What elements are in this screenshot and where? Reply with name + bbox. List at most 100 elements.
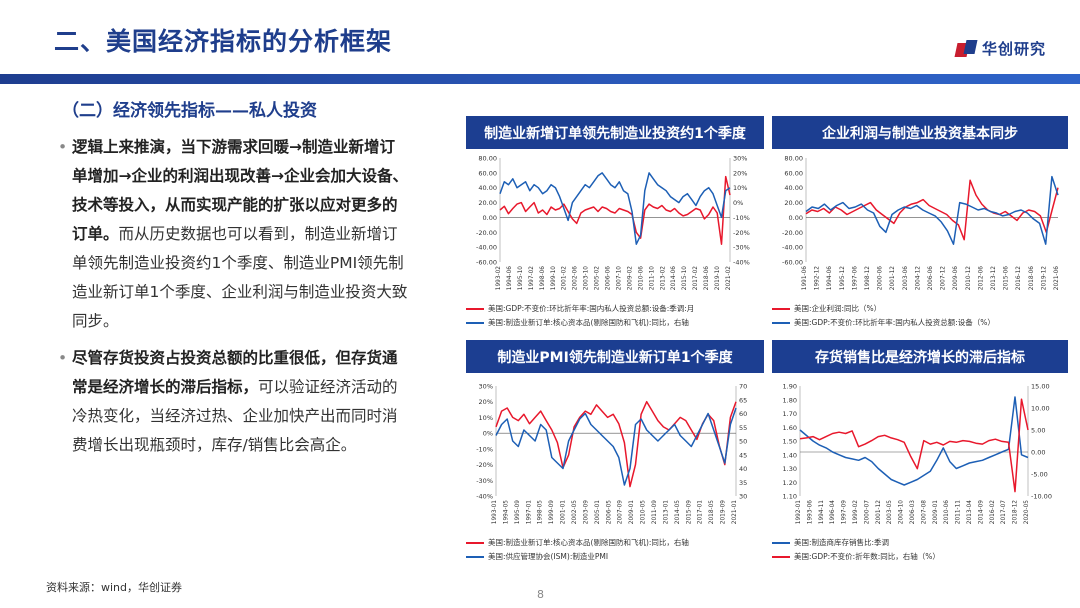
x-tick-label: 2017-01 bbox=[698, 500, 704, 525]
chart-legend: 美国:制造商库存销售比:季调 美国:GDP:不变价:折年数:同比，右轴（%） bbox=[772, 536, 940, 564]
x-tick-label: 2004-10 bbox=[899, 500, 905, 525]
series-line-red bbox=[495, 400, 737, 488]
legend-label: 美国:制造业新订单:核心资本品(剔除国防和飞机):同比，右轴 bbox=[488, 538, 689, 547]
x-tick-label: 1997-01 bbox=[526, 500, 532, 525]
right-tick-label: 15.00 bbox=[1031, 383, 1050, 391]
left-tick-label: 40.00 bbox=[784, 184, 803, 192]
legend-entry: 美国:GDP:不变价:环比折年率:国内私人投资总额:设备（%） bbox=[772, 316, 995, 330]
right-tick-label: 10% bbox=[733, 184, 747, 192]
legend-label: 美国:GDP:不变价:环比折年率:国内私人投资总额:设备（%） bbox=[794, 318, 995, 327]
x-tick-label: 2005-01 bbox=[595, 500, 601, 525]
bullet-normal-text: 可以验证经济活动的冷热变化，当经济过热、企业加快产出而同时消费增长出现瓶颈时，库… bbox=[72, 378, 398, 454]
x-tick-label: 2017-02 bbox=[693, 266, 699, 291]
left-tick-label: 1.70 bbox=[783, 410, 797, 418]
x-tick-label: 1992-12 bbox=[815, 266, 821, 291]
legend-label: 美国:GDP:不变价:环比折年率:国内私人投资总额:设备:季调:月 bbox=[488, 304, 695, 313]
x-tick-label: 2015-09 bbox=[686, 500, 692, 525]
x-tick-label: 1997-09 bbox=[842, 500, 848, 525]
x-tick-label: 2001-01 bbox=[561, 500, 567, 525]
legend-swatch-icon bbox=[466, 322, 484, 324]
x-tick-label: 1995-09 bbox=[515, 500, 521, 525]
chart-orders-vs-investment: 制造业新增订单领先制造业投资约1个季度 80.00 60.00 40.00 20.00… bbox=[466, 116, 764, 334]
chart-legend: 美国:企业利润:同比（%） 美国:GDP:不变价:环比折年率:国内私人投资总额:设… bbox=[772, 302, 995, 330]
chart-title: 制造业PMI领先制造业新订单1个季度 bbox=[466, 340, 764, 373]
legend-label: 美国:制造商库存销售比:季调 bbox=[794, 538, 890, 547]
left-tick-label: 40.00 bbox=[478, 184, 497, 192]
x-tick-label: 2007-12 bbox=[941, 266, 947, 291]
x-tick-label: 2006-03 bbox=[910, 500, 916, 525]
x-tick-label: 2014-09 bbox=[978, 500, 984, 525]
chart-plot: 30% 20% 10% 0% -10% -20% -30% -40% 70 65 60 55 50 45 4… bbox=[476, 383, 747, 525]
x-tick-label: 2007-08 bbox=[921, 500, 927, 525]
right-tick-label: -5.00 bbox=[1031, 471, 1048, 479]
x-tick-label: 2000-07 bbox=[864, 500, 870, 525]
x-tick-label: 1991-06 bbox=[802, 266, 808, 291]
chart-plot: 1.90 1.80 1.70 1.60 1.50 1.40 1.30 1.20 1.10 15.0… bbox=[783, 383, 1052, 525]
series-line-red bbox=[499, 175, 731, 245]
chart-inventory-sales: 存货销售比是经济增长的滞后指标 1.90 1.80 1.70 1.60 1.50 1.40… bbox=[772, 340, 1068, 572]
legend-entry: 美国:制造商库存销售比:季调 bbox=[772, 536, 940, 550]
legend-entry: 美国:企业利润:同比（%） bbox=[772, 302, 995, 316]
right-tick-label: 40 bbox=[739, 465, 747, 473]
x-tick-label: 1994-06 bbox=[507, 266, 513, 291]
legend-swatch-icon bbox=[772, 556, 790, 558]
x-tick-label: 2018-12 bbox=[1013, 500, 1019, 525]
left-tick-label: 60.00 bbox=[784, 169, 803, 177]
bullet-dot-icon: • bbox=[58, 138, 68, 156]
x-tick-label: 2018-05 bbox=[709, 500, 715, 525]
legend-entry: 美国:制造业新订单:核心资本品(剔除国防和飞机):同比，右轴 bbox=[466, 536, 689, 550]
right-tick-label: 60 bbox=[739, 410, 747, 418]
x-tick-label: 1995-10 bbox=[518, 266, 524, 291]
x-tick-label: 2013-02 bbox=[660, 266, 666, 291]
chart-legend: 美国:制造业新订单:核心资本品(剔除国防和飞机):同比，右轴 美国:供应管理协会(… bbox=[466, 536, 689, 564]
left-tick-label: 80.00 bbox=[478, 155, 497, 163]
chart-profit-vs-investment: 企业利润与制造业投资基本同步 80.00 60.00 40.00 20.00 0.00 -… bbox=[772, 116, 1068, 334]
series-line-red bbox=[799, 398, 1029, 493]
x-tick-label: 2012-06 bbox=[978, 266, 984, 291]
series-line-blue bbox=[499, 172, 731, 245]
left-tick-label: 20.00 bbox=[478, 199, 497, 207]
x-tick-label: 1998-06 bbox=[540, 266, 546, 291]
x-tick-label: 1993-02 bbox=[496, 266, 502, 291]
x-tick-label: 2011-10 bbox=[649, 266, 655, 291]
legend-entry: 美国:制造业新订单:核心资本品(剔除国防和飞机):同比，右轴 bbox=[466, 316, 694, 330]
right-tick-label: 10.00 bbox=[1031, 405, 1050, 413]
x-tick-label: 2020-05 bbox=[1024, 500, 1030, 525]
x-tick-label: 2021-02 bbox=[726, 266, 732, 291]
x-tick-label: 1997-06 bbox=[852, 266, 858, 291]
right-tick-label: 30% bbox=[733, 155, 747, 163]
x-tick-label: 2015-06 bbox=[1004, 266, 1010, 291]
right-tick-label: 70 bbox=[739, 383, 747, 391]
x-tick-label: 2011-11 bbox=[956, 500, 962, 525]
right-tick-label: 55 bbox=[739, 424, 747, 432]
right-tick-label: 65 bbox=[739, 396, 747, 404]
x-tick-label: 1993-01 bbox=[492, 500, 498, 525]
x-tick-label: 2003-09 bbox=[583, 500, 589, 525]
left-tick-label: 20.00 bbox=[784, 199, 803, 207]
x-tick-label: 2019-10 bbox=[715, 266, 721, 291]
x-tick-label: 2001-12 bbox=[876, 500, 882, 525]
right-tick-label: -30% bbox=[733, 244, 750, 252]
x-tick-label: 2004-12 bbox=[915, 266, 921, 291]
x-tick-label: 2021-01 bbox=[732, 500, 738, 525]
left-tick-label: 1.90 bbox=[783, 383, 797, 391]
x-tick-label: 2006-05 bbox=[606, 500, 612, 525]
x-tick-label: 2018-06 bbox=[1029, 266, 1035, 291]
chart-title: 企业利润与制造业投资基本同步 bbox=[772, 116, 1068, 149]
right-tick-label: 45 bbox=[739, 451, 747, 459]
left-tick-label: 1.10 bbox=[783, 493, 797, 501]
x-tick-label: 1998-05 bbox=[538, 500, 544, 525]
series-line-blue bbox=[805, 175, 1059, 245]
left-tick-label: 1.30 bbox=[783, 465, 797, 473]
x-tick-label: 2010-06 bbox=[638, 266, 644, 291]
x-tick-label: 2010-06 bbox=[944, 500, 950, 525]
x-tick-label: 1999-10 bbox=[551, 266, 557, 291]
chart-pmi-vs-orders: 制造业PMI领先制造业新订单1个季度 30% 20% 10% 0% -10% -20% -3… bbox=[466, 340, 764, 572]
left-tick-label: 80.00 bbox=[784, 155, 803, 163]
x-tick-label: 2009-02 bbox=[627, 266, 633, 291]
x-tick-label: 1994-05 bbox=[503, 500, 509, 525]
x-tick-label: 2014-05 bbox=[675, 500, 681, 525]
x-tick-label: 1993-06 bbox=[807, 500, 813, 525]
left-tick-label: -40.00 bbox=[782, 244, 803, 252]
x-tick-label: 2006-06 bbox=[928, 266, 934, 291]
